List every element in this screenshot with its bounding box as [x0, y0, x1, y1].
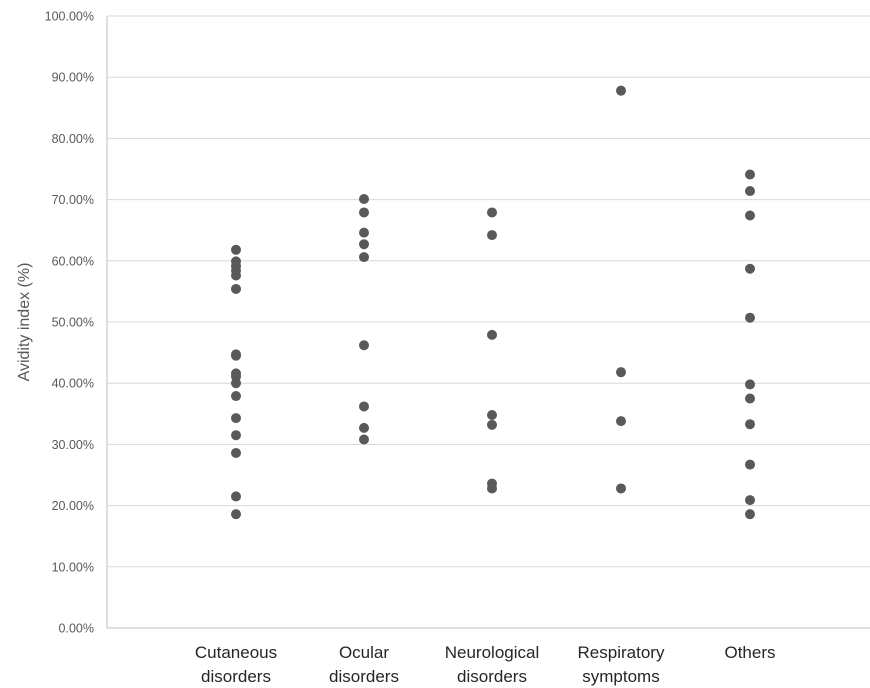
data-point [359, 252, 369, 263]
data-point [231, 430, 241, 441]
data-point [231, 413, 241, 424]
data-point [616, 367, 626, 378]
data-point [487, 483, 497, 494]
y-tick-label: 70.00% [52, 193, 94, 207]
data-point [745, 312, 755, 323]
data-point [745, 186, 755, 197]
data-point [231, 378, 241, 389]
x-tick-label: Neurological [445, 643, 540, 662]
data-point [745, 419, 755, 430]
data-point [231, 244, 241, 255]
data-point [745, 263, 755, 274]
y-tick-label: 10.00% [52, 560, 94, 574]
x-tick-label: Cutaneous [195, 643, 277, 662]
y-tick-label: 0.00% [59, 622, 94, 636]
x-tick-labels: Cutaneous disorders Ocular disorders Neurolo… [195, 643, 776, 686]
y-tick-label: 80.00% [52, 132, 94, 146]
data-point [359, 340, 369, 351]
data-point [616, 85, 626, 96]
data-point [359, 193, 369, 204]
data-point [745, 379, 755, 390]
data-point [231, 283, 241, 294]
data-point [487, 230, 497, 241]
data-point [487, 207, 497, 218]
data-point [359, 434, 369, 445]
x-tick-label: disorders [329, 667, 399, 686]
data-point [745, 509, 755, 520]
y-axis-title: Avidity index (%) [16, 263, 33, 382]
data-point [359, 401, 369, 412]
data-point [487, 329, 497, 340]
data-point [231, 509, 241, 520]
x-tick-label: Ocular [339, 643, 389, 662]
data-point [745, 459, 755, 470]
data-point [487, 419, 497, 430]
x-tick-label: disorders [201, 667, 271, 686]
data-point [359, 239, 369, 250]
data-point [231, 391, 241, 402]
data-point [745, 169, 755, 180]
y-tick-label: 30.00% [52, 438, 94, 452]
data-point [745, 210, 755, 221]
y-tick-label: 50.00% [52, 316, 94, 330]
data-point [616, 483, 626, 494]
data-point [231, 491, 241, 502]
data-point [231, 270, 241, 281]
y-tick-label: 60.00% [52, 254, 94, 268]
data-point [231, 447, 241, 458]
x-tick-label: Others [724, 643, 775, 662]
data-points [231, 85, 755, 520]
data-point [359, 227, 369, 238]
y-tick-label: 20.00% [52, 499, 94, 513]
data-point [359, 207, 369, 218]
data-point [616, 416, 626, 427]
x-tick-label: symptoms [582, 667, 659, 686]
y-tick-label: 90.00% [52, 71, 94, 85]
data-point [745, 393, 755, 404]
x-tick-label: Respiratory [578, 643, 665, 662]
y-tick-label: 100.00% [45, 10, 94, 24]
x-tick-label: disorders [457, 667, 527, 686]
data-point [231, 350, 241, 361]
data-point [487, 410, 497, 421]
y-tick-labels: 0.00% 10.00% 20.00% 30.00% 40.00% 50.00% 60.00… [45, 10, 94, 636]
y-tick-label: 40.00% [52, 377, 94, 391]
data-point [359, 422, 369, 433]
data-point [745, 495, 755, 506]
